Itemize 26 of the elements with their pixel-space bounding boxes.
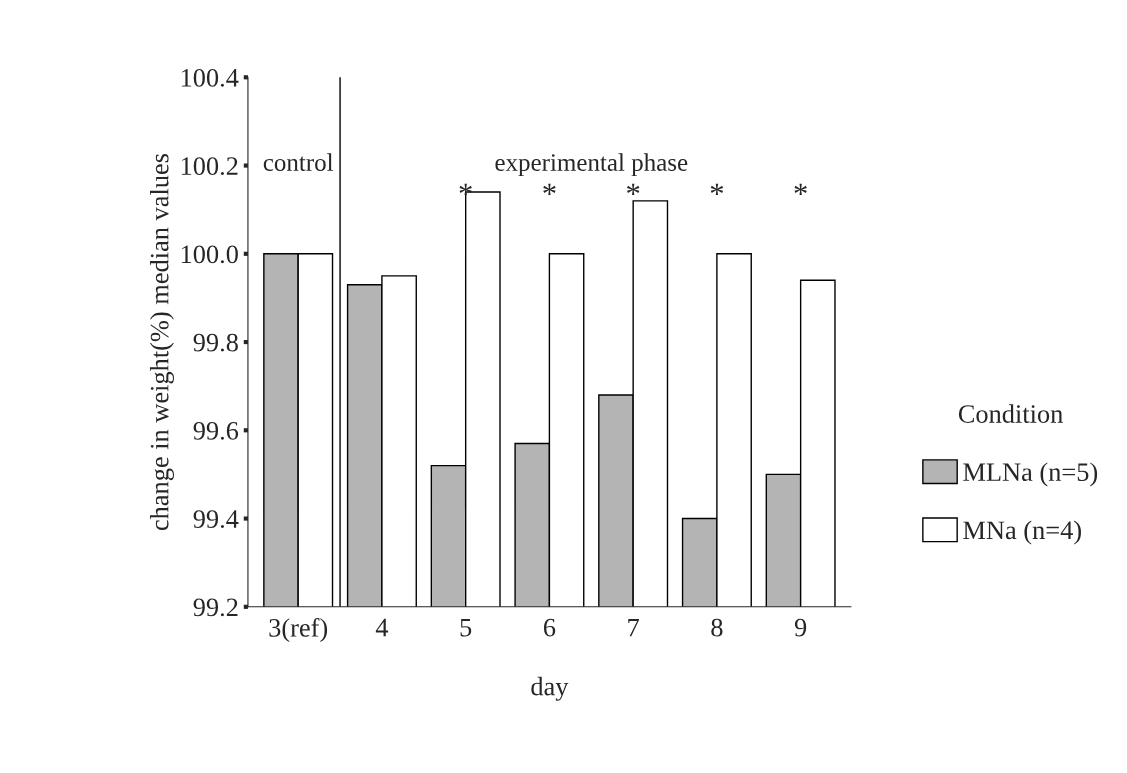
annotation: * <box>459 183 472 195</box>
annotation: * <box>543 183 556 195</box>
legend-title: Condition <box>958 404 1063 423</box>
x-tick-label: 3(ref) <box>269 617 328 643</box>
y-axis-title: change in weight(%) median values <box>149 153 174 531</box>
x-tick-label: 8 <box>711 618 723 637</box>
y-tick-label: 99.6 <box>193 421 239 440</box>
x-axis-title: day <box>531 676 569 701</box>
legend-label: MNa (n=4) <box>963 520 1081 545</box>
y-tick-label: 99.2 <box>193 598 238 617</box>
annotation: * <box>710 183 724 195</box>
y-tick-label: 99.4 <box>193 510 239 529</box>
y-tick-label: 100.4 <box>181 68 239 87</box>
annotation: experimental phase <box>495 153 688 176</box>
y-tick-label: 99.8 <box>193 333 238 352</box>
annotation: * <box>794 183 807 195</box>
x-tick-label: 6 <box>543 618 556 637</box>
y-tick-label: 100.0 <box>181 245 238 264</box>
x-tick-label: 5 <box>460 618 472 637</box>
x-tick-label: 7 <box>628 618 639 637</box>
annotation: control <box>263 153 334 171</box>
x-tick-label: 9 <box>794 618 807 637</box>
annotation: * <box>627 183 640 195</box>
legend-label: MLNa (n=5) <box>963 462 1098 487</box>
y-tick-label: 100.2 <box>181 157 238 176</box>
x-tick-label: 4 <box>375 618 389 637</box>
